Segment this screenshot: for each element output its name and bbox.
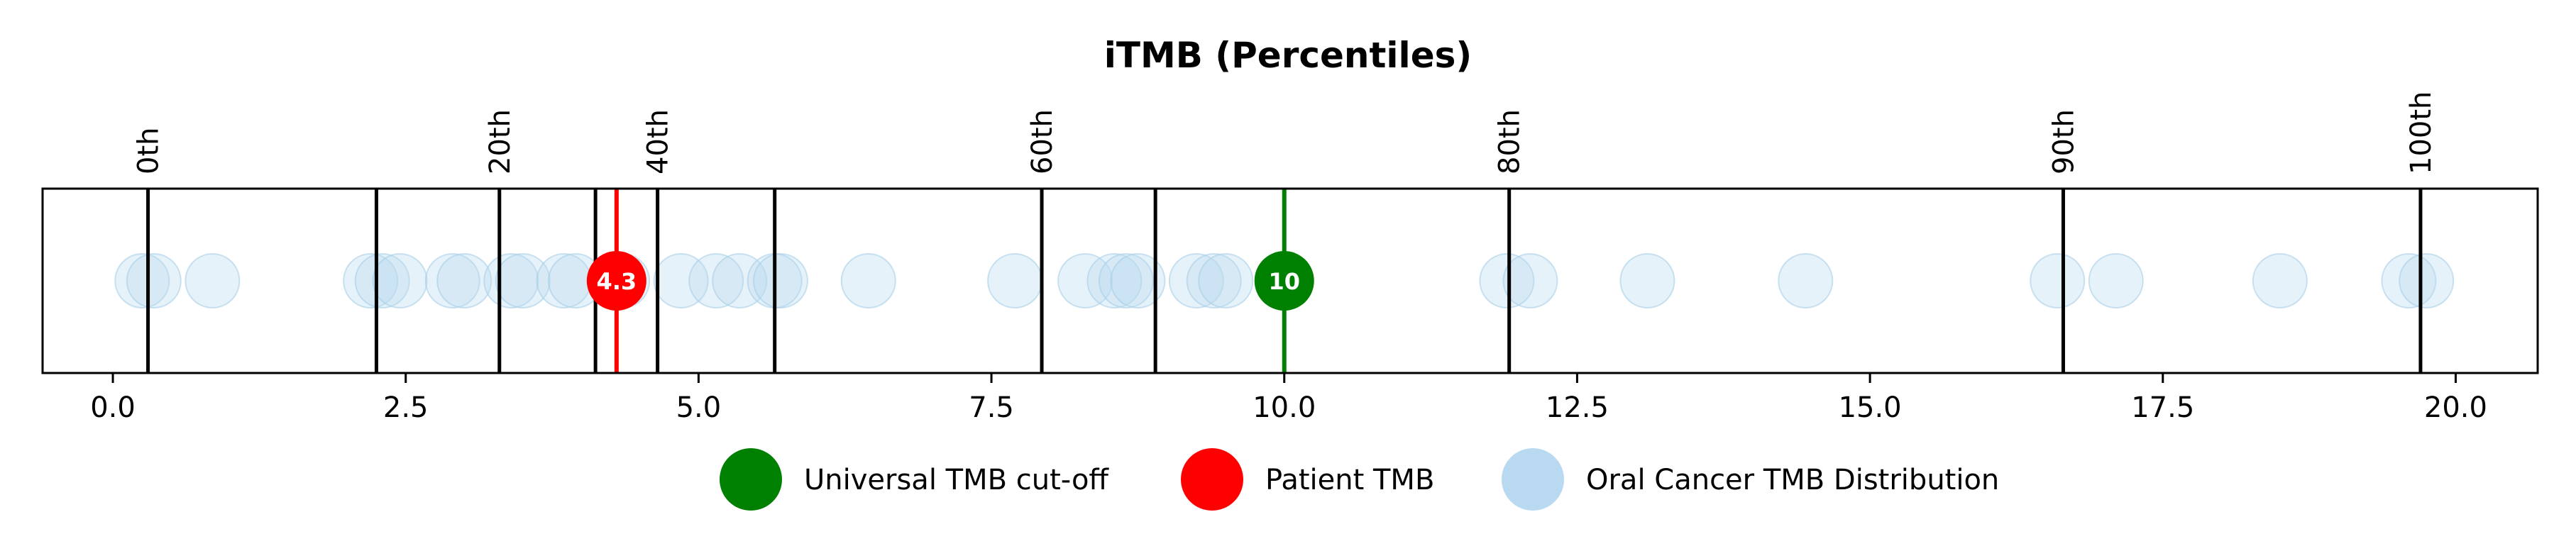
- x-axis-ticks: 0.0 2.5 5.0 7.5 10.0 12.5 15.0 17.5 20.0: [90, 373, 2487, 424]
- distribution-point: [1168, 253, 1224, 308]
- legend-label: Oral Cancer TMB Distribution: [1586, 464, 1999, 496]
- distribution-point: [987, 253, 1043, 308]
- distribution-point: [436, 253, 492, 308]
- distribution-point: [840, 253, 896, 308]
- percentile-label: 60th: [1026, 109, 1059, 174]
- x-tick-label: 2.5: [383, 391, 429, 424]
- legend-label: Universal TMB cut-off: [804, 464, 1109, 496]
- distribution-point: [653, 253, 709, 308]
- distribution-point: [1086, 253, 1143, 308]
- x-tick-label: 15.0: [1839, 391, 1902, 424]
- percentile-label: 40th: [642, 109, 675, 174]
- cutoff-marker: [1254, 251, 1314, 311]
- legend: Universal TMB cut-off Patient TMB Oral Can…: [720, 448, 1999, 511]
- distribution-point: [1778, 253, 1834, 308]
- distribution-point: [126, 253, 182, 308]
- distribution-point: [185, 253, 241, 308]
- distribution-point: [712, 253, 768, 308]
- x-tick-label: 12.5: [1546, 391, 1609, 424]
- distribution-point: [1479, 253, 1535, 308]
- distribution-point: [1198, 253, 1254, 308]
- percentile-label: 80th: [1494, 109, 1526, 174]
- distribution-point: [1186, 253, 1242, 308]
- legend-marker: [1181, 448, 1243, 511]
- plot-frame: [41, 187, 2539, 374]
- distribution-point: [2252, 253, 2308, 308]
- percentile-label: 100th: [2405, 91, 2438, 174]
- distribution-point: [688, 253, 744, 308]
- percentile-lines: 0th 20th 40th 60th 80th 90th 100th: [133, 91, 2438, 373]
- distribution-point: [354, 253, 410, 308]
- distribution-point: [1110, 253, 1166, 308]
- legend-marker: [720, 448, 782, 511]
- percentile-label: 90th: [2047, 109, 2080, 174]
- x-tick-label: 17.5: [2131, 391, 2194, 424]
- chart-title: iTMB (Percentiles): [1104, 35, 1472, 76]
- percentile-label: 0th: [133, 128, 165, 174]
- x-tick-label: 10.0: [1253, 391, 1316, 424]
- legend-marker: [1502, 448, 1564, 511]
- distribution-point: [424, 253, 480, 308]
- distribution-point: [752, 253, 808, 308]
- distribution-point: [2399, 253, 2455, 308]
- distribution-point: [1098, 253, 1154, 308]
- x-tick-label: 5.0: [676, 391, 722, 424]
- distribution-point: [372, 253, 428, 308]
- percentile-label: 20th: [484, 109, 517, 174]
- distribution-point: [1502, 253, 1558, 308]
- cutoff-value-label: 10: [1268, 268, 1300, 295]
- distribution-point: [2030, 253, 2086, 308]
- distribution-point: [1057, 253, 1113, 308]
- x-tick-label: 7.5: [969, 391, 1014, 424]
- patient-value-label: 4.3: [597, 268, 637, 295]
- highlight-markers: 104.3: [586, 189, 1314, 373]
- patient-marker: [586, 251, 646, 311]
- distribution-point: [114, 253, 170, 308]
- distribution-point: [2088, 253, 2144, 308]
- legend-label: Patient TMB: [1265, 464, 1434, 496]
- distribution-point: [495, 253, 551, 308]
- distribution-point: [1619, 253, 1675, 308]
- x-tick-label: 20.0: [2424, 391, 2487, 424]
- distribution-point: [343, 253, 399, 308]
- x-tick-label: 0.0: [90, 391, 136, 424]
